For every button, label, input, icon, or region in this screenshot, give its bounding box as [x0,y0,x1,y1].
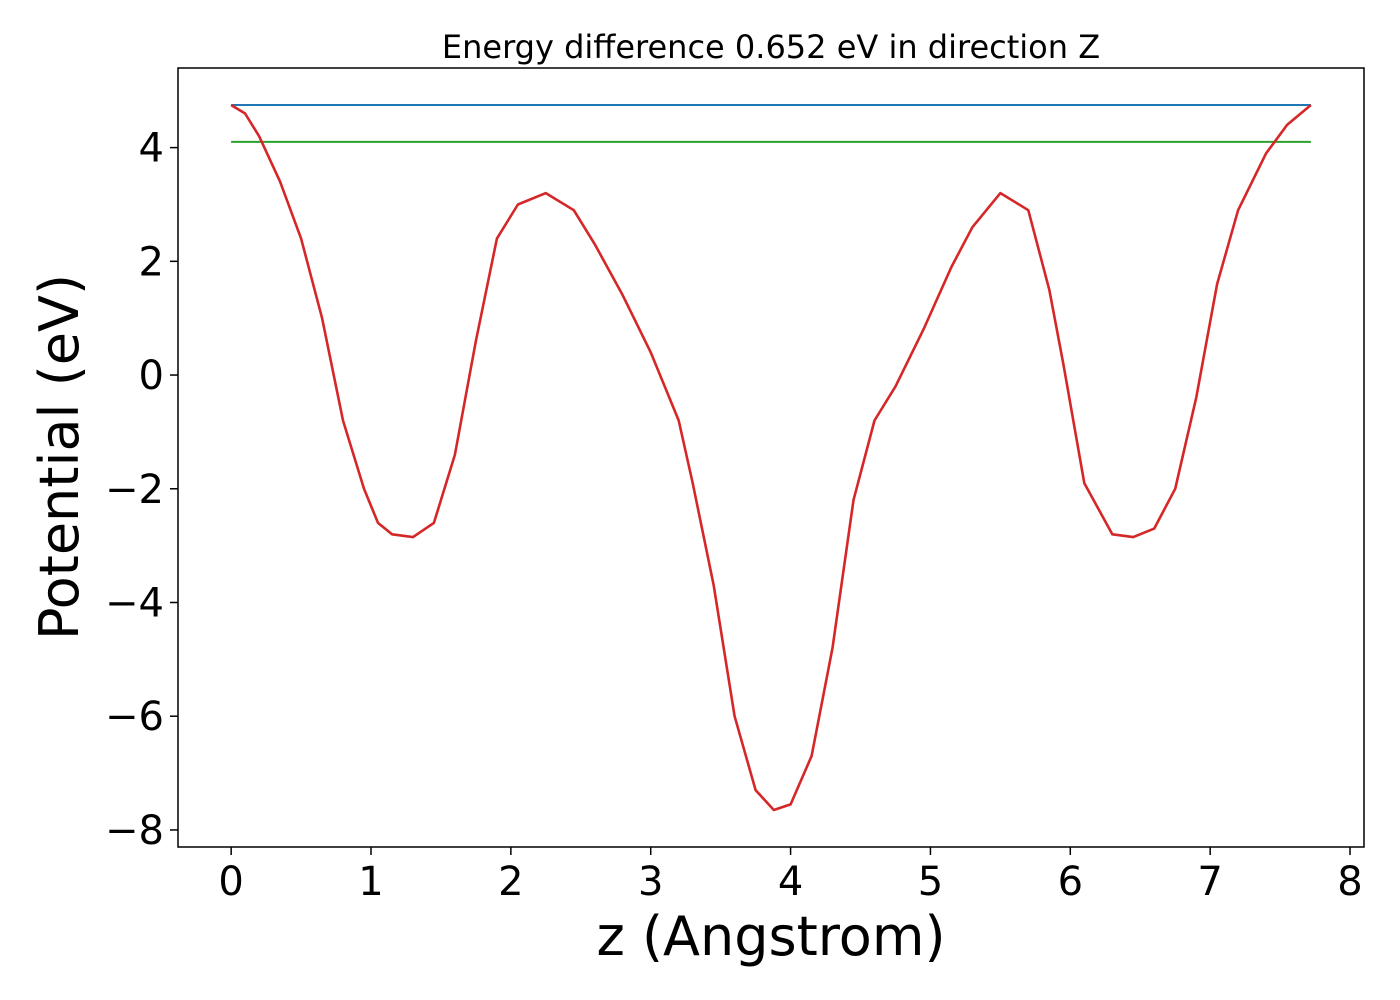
x-tick-label: 6 [1058,859,1083,905]
x-tick-label: 1 [358,859,383,905]
x-tick-label: 4 [778,859,803,905]
y-tick-label: −2 [105,467,164,513]
y-axis-ticks: −8 −6 −4 −2 0 2 4 [105,126,178,854]
y-tick-label: −4 [105,580,164,626]
y-tick-label: 4 [139,126,164,172]
x-tick-label: 7 [1197,859,1222,905]
x-tick-label: 5 [918,859,943,905]
axes-frame [177,67,1365,848]
y-tick-label: −8 [105,808,164,854]
x-tick-label: 2 [498,859,523,905]
x-tick-label: 8 [1337,859,1362,905]
y-tick-label: 0 [139,353,164,399]
y-axis-title: Potential (eV) [28,274,91,640]
y-tick-label: −6 [105,694,164,740]
series-line-potential [230,103,1312,812]
chart-title: Energy difference 0.652 eV in direction … [442,28,1100,66]
plot-area [230,103,1312,812]
x-tick-label: 3 [638,859,663,905]
y-tick-label: 2 [139,239,164,285]
x-axis-ticks: 0 1 2 3 4 5 6 7 8 [218,847,1363,905]
x-tick-label: 0 [218,859,243,905]
x-axis-title: z (Angstrom) [596,905,945,968]
